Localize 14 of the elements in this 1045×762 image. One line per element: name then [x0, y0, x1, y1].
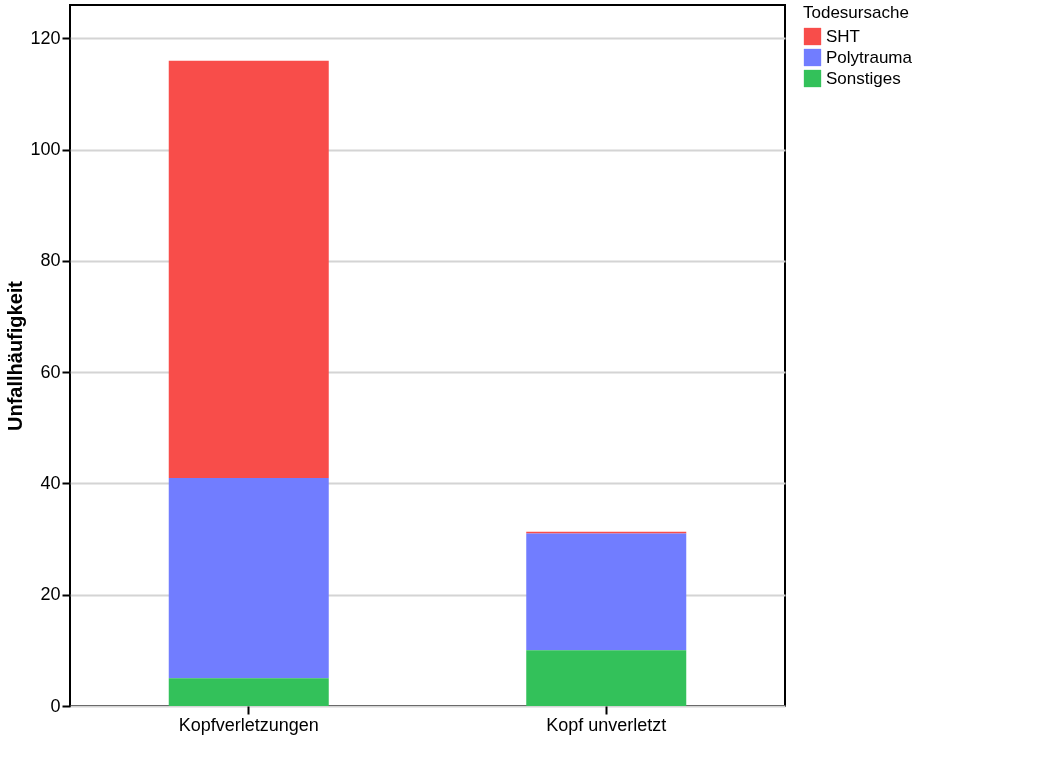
legend-title: Todesursache: [803, 3, 909, 22]
y-tick-label: 20: [40, 584, 61, 605]
legend-label: Polytrauma: [826, 47, 913, 67]
x-tick-label: Kopf unverletzt: [546, 714, 667, 735]
y-tick-label: 80: [40, 250, 61, 271]
y-tick-label: 40: [40, 472, 61, 493]
legend-label: SHT: [826, 26, 860, 46]
x-tick-label: Kopfverletzungen: [178, 714, 319, 735]
y-tick-label: 120: [30, 27, 61, 48]
y-tick-label: 100: [30, 139, 61, 160]
y-axis-title: Unfallhäufigkeit: [4, 280, 27, 432]
legend-label: Sonstiges: [826, 68, 901, 88]
y-tick-label: 60: [40, 361, 61, 382]
y-tick-label: 0: [50, 695, 61, 716]
